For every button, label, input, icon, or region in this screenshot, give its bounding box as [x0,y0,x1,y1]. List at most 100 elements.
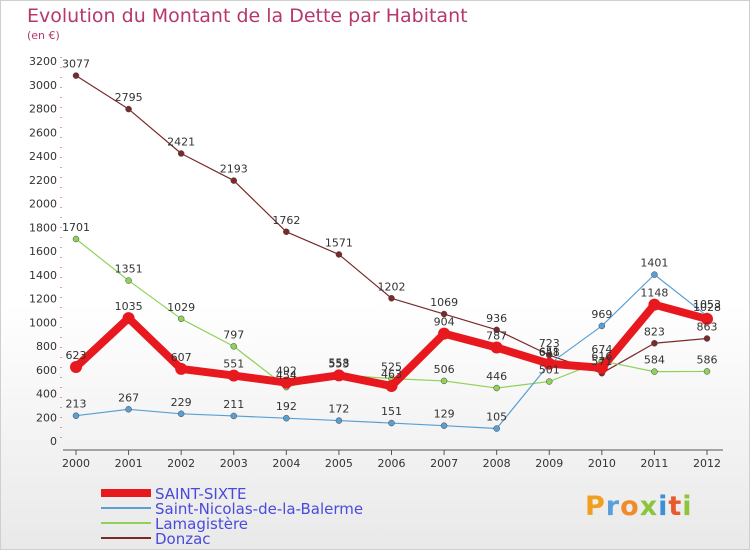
y-tick-label: 2000 [29,198,57,211]
data-point [388,419,395,427]
data-point [177,410,185,418]
y-tick-label: 1000 [29,316,57,329]
data-label: 584 [644,354,665,367]
chart-title: Evolution du Montant de la Dette par Hab… [27,5,468,27]
data-label: 558 [328,357,349,370]
x-tick-label: 2004 [272,457,300,470]
data-point [70,361,82,374]
data-point [493,384,500,392]
data-label: 674 [591,343,612,356]
data-point [72,72,80,79]
x-tick-label: 2007 [430,457,458,470]
data-label: 723 [539,337,560,350]
x-tick-label: 2010 [588,457,616,470]
data-point [332,369,345,382]
y-tick-label: 1800 [29,221,57,234]
data-label: 192 [276,400,297,413]
data-point [543,357,556,370]
y-tick-label: 2800 [29,103,57,116]
x-tick-label: 2000 [62,457,90,470]
data-point [440,422,448,429]
x-tick-label: 2001 [115,457,143,470]
x-tick-label: 2009 [535,457,563,470]
data-label: 571 [591,355,612,368]
legend-label: Lamagistère [155,515,248,533]
x-tick-label: 2002 [167,457,195,470]
data-label: 797 [223,328,244,341]
data-label: 213 [66,398,87,411]
data-label: 1351 [115,263,143,276]
y-tick-label: 0 [50,435,57,448]
data-label: 648 [539,346,560,359]
x-tick-label: 2006 [378,457,406,470]
data-point [335,251,343,258]
data-point [283,228,290,236]
data-point [125,277,132,284]
data-label: 616 [591,350,612,363]
x-tick-label: 2011 [640,457,668,470]
data-point [388,295,395,302]
data-point [385,380,398,393]
data-point [125,406,132,413]
data-point [283,414,290,422]
data-label: 823 [644,325,665,338]
y-tick-label: 800 [36,340,57,353]
data-label: 454 [276,369,297,382]
y-tick-label: 2200 [29,174,57,187]
legend: SAINT-SIXTESaint-Nicolas-de-la-BalermeLa… [101,485,363,548]
data-label: 1069 [430,296,458,309]
data-point [651,368,658,375]
data-label: 525 [381,361,402,374]
data-point [125,105,132,113]
data-label: 2795 [115,91,143,104]
data-point [493,425,500,432]
legend-label: Saint-Nicolas-de-la-Balerme [155,500,363,518]
y-tick-label: 1200 [29,293,57,306]
data-label: 211 [223,398,244,411]
data-point [335,417,343,424]
data-label: 1053 [693,298,721,311]
series-layer [70,72,713,432]
y-tick-label: 400 [36,388,57,401]
x-tick-label: 2003 [220,457,248,470]
data-point [490,341,503,354]
data-label: 551 [223,358,244,371]
x-tick-label: 2005 [325,457,353,470]
data-label: 969 [591,308,612,321]
data-point [703,335,711,342]
y-tick-label: 2400 [29,150,57,163]
legend-label: SAINT-SIXTE [155,485,247,503]
data-point [648,298,661,311]
data-label: 1571 [325,236,353,249]
data-label: 586 [697,353,718,366]
data-label: 1029 [167,301,195,314]
series-line [75,75,708,374]
y-tick-label: 2600 [29,126,57,139]
data-label: 267 [118,391,139,404]
chart-subtitle: (en €) [27,29,60,42]
data-point [651,340,658,347]
data-label: 501 [539,364,560,377]
data-point [230,343,237,350]
data-label: 463 [381,368,402,381]
data-label: 863 [697,321,718,334]
axes: 0 200 400 600 800 1000 1200 1400 1600 1800 2000 220… [29,55,723,470]
data-point [122,312,135,325]
data-point [280,376,293,389]
y-tick-label: 3000 [29,79,57,92]
data-label: 623 [66,349,87,362]
x-tick-label: 2008 [483,457,511,470]
y-tick-label: 1400 [29,269,57,282]
data-label: 787 [486,330,507,343]
data-point [175,362,188,375]
y-tick-label: 600 [36,364,57,377]
data-label: 446 [486,370,507,383]
data-label: 1401 [640,257,668,270]
data-label: 1028 [693,301,721,314]
data-point [701,312,713,325]
data-point [598,322,606,330]
data-point [440,310,448,318]
data-point [546,378,553,385]
data-label: 105 [486,411,507,424]
